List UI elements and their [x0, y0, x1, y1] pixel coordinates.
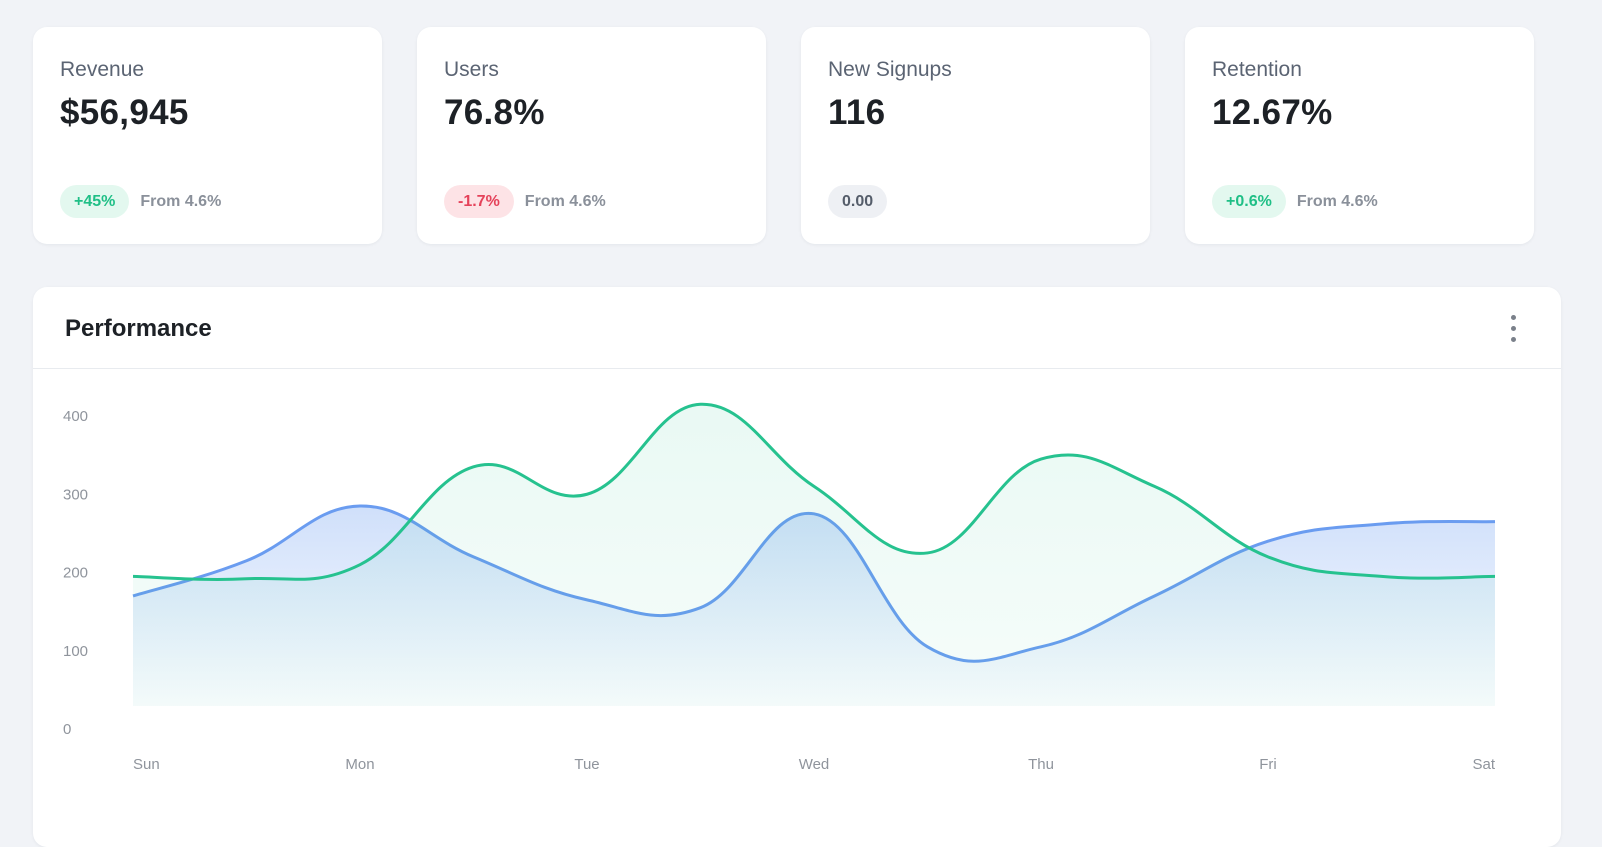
- series-area-1: [133, 404, 1495, 706]
- change-badge: +45%: [60, 185, 130, 218]
- stat-label: Revenue: [60, 58, 145, 81]
- series-line-1: [132, 402, 1496, 581]
- x-tick-label: Fri: [1259, 756, 1277, 773]
- x-tick-label: Thu: [1028, 756, 1054, 773]
- stat-label: New Signups: [828, 58, 952, 81]
- panel-header: Performance: [33, 287, 1561, 369]
- stat-card-users: Users 76.8% -1.7% From 4.6%: [417, 27, 766, 244]
- comparison-text: From 4.6%: [524, 192, 606, 210]
- performance-panel: Performance 0 100 200 300 400 Sun Mon Tue Wed Thu…: [33, 287, 1561, 847]
- change-badge: -1.7%: [444, 185, 514, 218]
- x-tick-label: Mon: [345, 756, 374, 773]
- stat-card-new-signups: New Signups 116 0.00: [801, 27, 1150, 244]
- kebab-menu-icon[interactable]: [1509, 315, 1519, 343]
- stat-card-retention: Retention 12.67% +0.6% From 4.6%: [1185, 27, 1534, 244]
- x-tick-label: Tue: [574, 756, 599, 773]
- stat-value: 76.8%: [444, 93, 545, 132]
- x-tick-label: Wed: [799, 756, 830, 773]
- panel-title: Performance: [65, 315, 212, 342]
- stat-label: Retention: [1212, 58, 1302, 81]
- stat-value: 12.67%: [1212, 93, 1333, 132]
- stats-row: Revenue $56,945 +45% From 4.6% Users 76.…: [33, 27, 1561, 244]
- x-tick-label: Sat: [1472, 756, 1495, 773]
- y-tick-label: 400: [63, 408, 88, 425]
- y-tick-label: 0: [63, 721, 71, 738]
- y-tick-label: 200: [63, 565, 88, 582]
- x-tick-label: Sun: [133, 756, 160, 773]
- stat-label: Users: [444, 58, 499, 81]
- stat-card-revenue: Revenue $56,945 +45% From 4.6%: [33, 27, 382, 244]
- change-badge: 0.00: [828, 185, 888, 218]
- y-tick-label: 300: [63, 486, 88, 503]
- comparison-text: From 4.6%: [140, 192, 222, 210]
- performance-chart: 0 100 200 300 400 Sun Mon Tue Wed Thu Fri Sat: [63, 402, 1496, 773]
- stat-value: 116: [828, 93, 886, 132]
- change-badge: +0.6%: [1212, 185, 1286, 218]
- stat-value: $56,945: [60, 93, 189, 132]
- comparison-text: From 4.6%: [1296, 192, 1378, 210]
- y-tick-label: 100: [63, 643, 88, 660]
